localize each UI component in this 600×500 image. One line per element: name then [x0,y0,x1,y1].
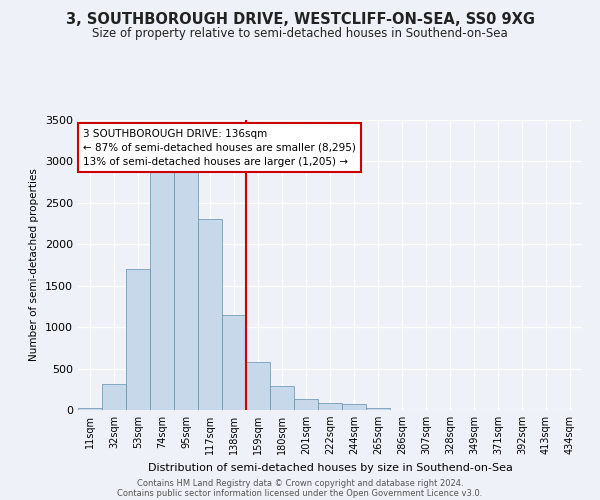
Bar [174,162,198,410]
Bar [222,314,246,410]
Y-axis label: Number of semi-detached properties: Number of semi-detached properties [29,168,40,362]
Text: Size of property relative to semi-detached houses in Southend-on-Sea: Size of property relative to semi-detach… [92,28,508,40]
Bar [342,404,366,410]
Bar [318,404,342,410]
Bar [102,384,126,410]
Text: Contains public sector information licensed under the Open Government Licence v3: Contains public sector information licen… [118,488,482,498]
X-axis label: Distribution of semi-detached houses by size in Southend-on-Sea: Distribution of semi-detached houses by … [148,462,512,472]
Text: 3, SOUTHBOROUGH DRIVE, WESTCLIFF-ON-SEA, SS0 9XG: 3, SOUTHBOROUGH DRIVE, WESTCLIFF-ON-SEA,… [65,12,535,28]
Text: 3 SOUTHBOROUGH DRIVE: 136sqm
← 87% of semi-detached houses are smaller (8,295)
1: 3 SOUTHBOROUGH DRIVE: 136sqm ← 87% of se… [83,128,356,166]
Bar [150,166,174,410]
Bar [294,399,318,410]
Bar [78,408,102,410]
Bar [270,386,294,410]
Bar [198,220,222,410]
Text: Contains HM Land Registry data © Crown copyright and database right 2024.: Contains HM Land Registry data © Crown c… [137,478,463,488]
Bar [126,269,150,410]
Bar [246,362,270,410]
Bar [366,408,390,410]
